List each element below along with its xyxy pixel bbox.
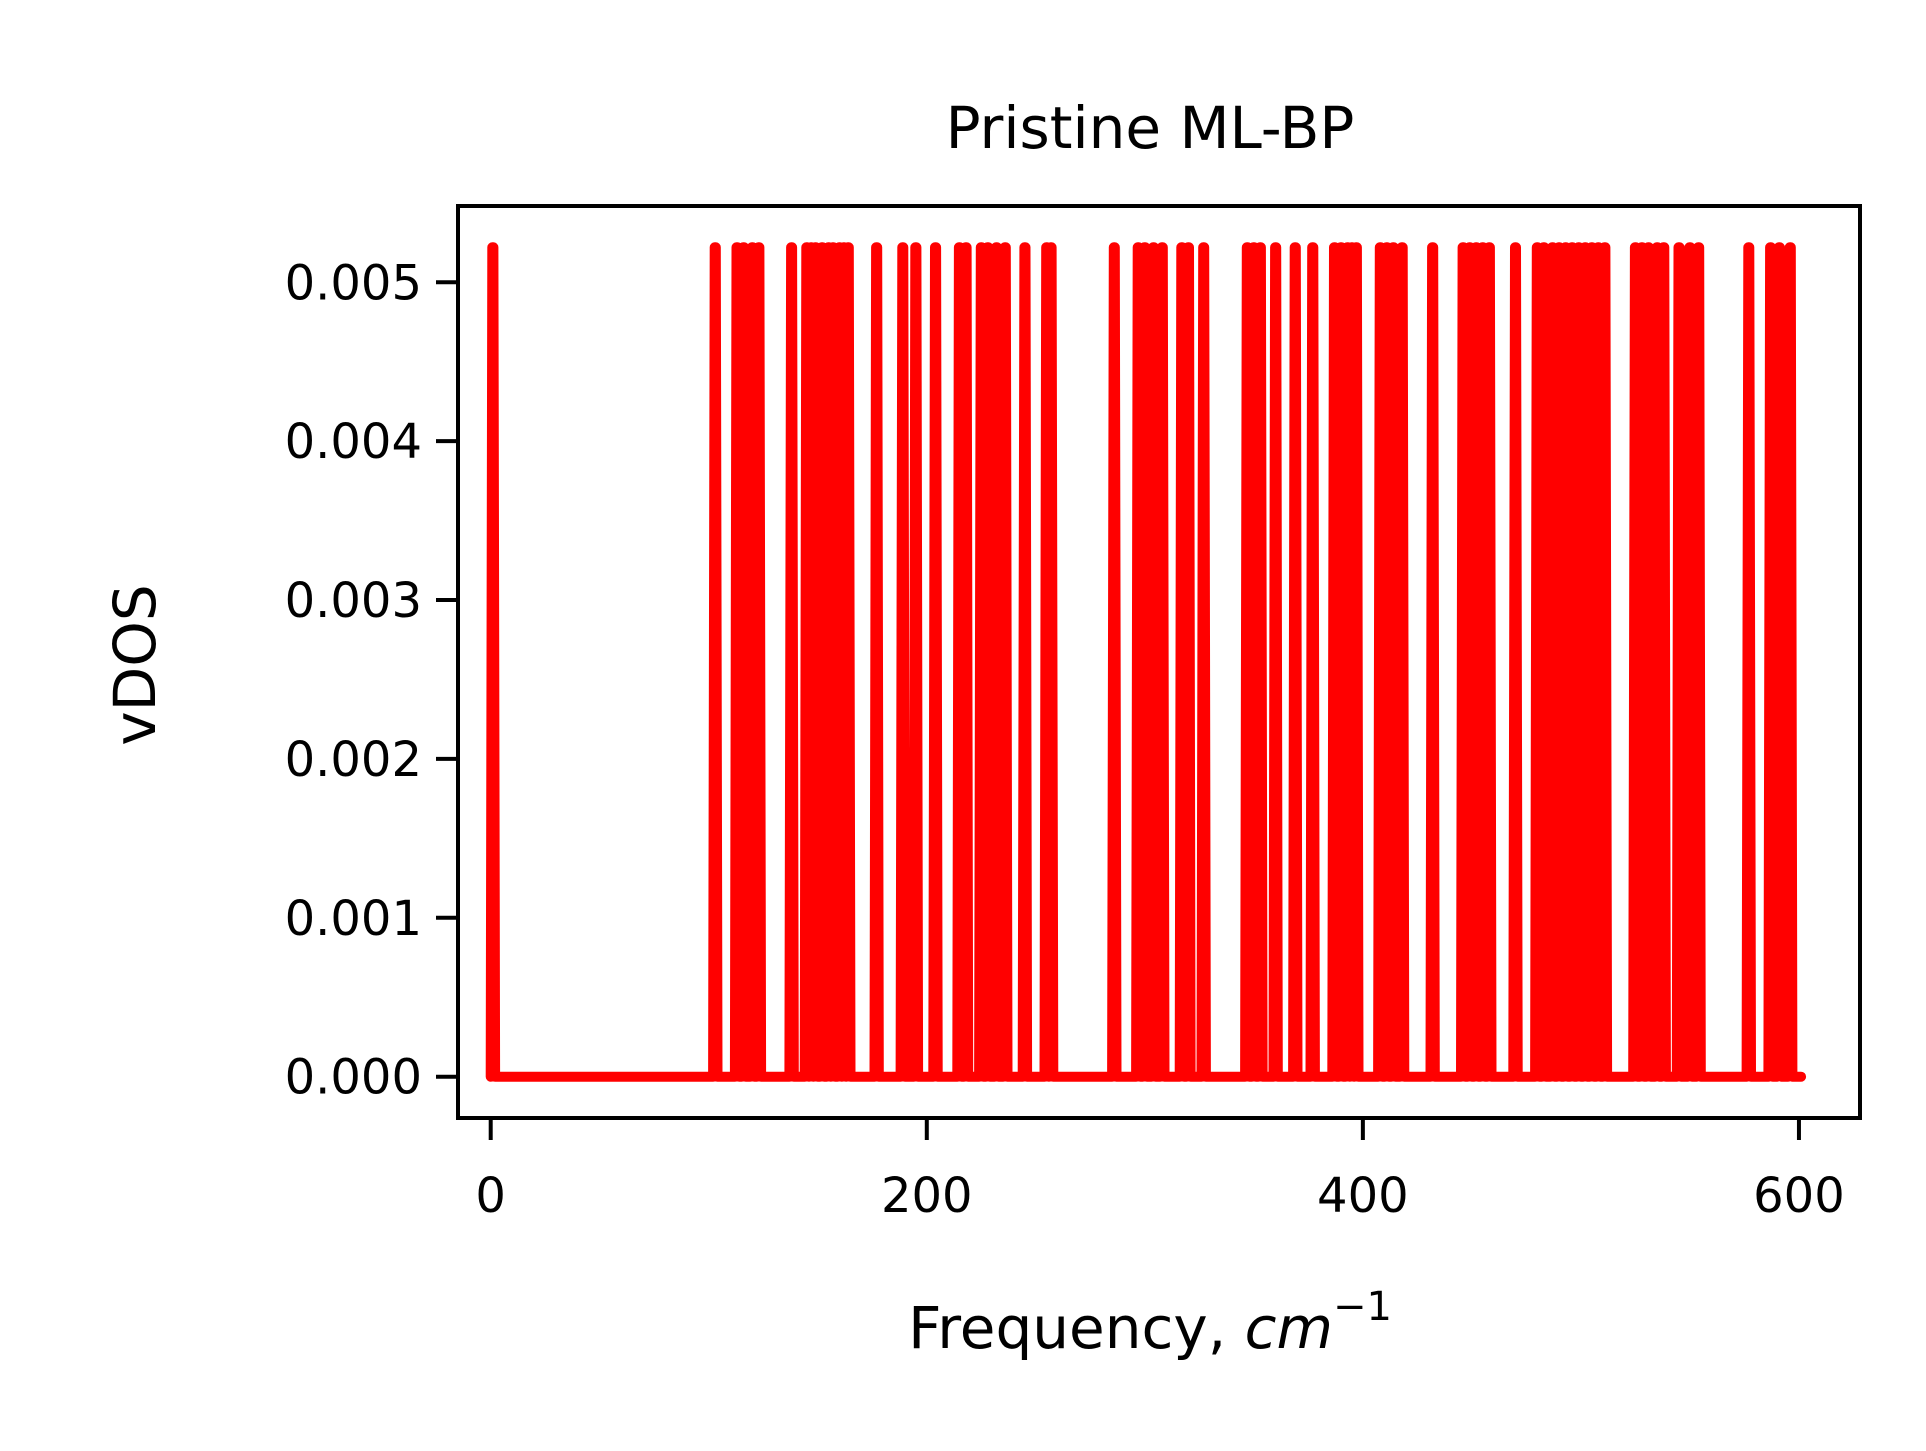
y-tick-label: 0.001: [285, 891, 422, 947]
x-tick-label: 600: [1753, 1168, 1845, 1224]
x-tick-label: 400: [1317, 1168, 1409, 1224]
series-line-0: [485, 242, 1807, 1082]
y-tick-label: 0.004: [285, 414, 422, 470]
series-line-layer: [485, 242, 1807, 1082]
y-axis: 0.000 0.001 0.002 0.003 0.004 0.005: [285, 255, 458, 1106]
x-tick-label: 0: [475, 1168, 506, 1224]
x-axis-label-exponent: −1: [1333, 1284, 1392, 1330]
x-tick-label: 200: [881, 1168, 973, 1224]
x-axis-label: Frequency, cm−1: [908, 1284, 1392, 1362]
y-tick-label: 0.002: [285, 732, 422, 788]
chart-title: Pristine ML-BP: [946, 94, 1355, 162]
y-tick-label: 0.000: [285, 1050, 422, 1106]
plot-frame: [456, 204, 1862, 1120]
x-axis: 0 200 400 600: [475, 1118, 1845, 1224]
x-axis-label-unit: cm: [1245, 1294, 1333, 1362]
x-axis-label-text: Frequency,: [908, 1294, 1245, 1362]
y-axis-label: vDOS: [101, 584, 169, 745]
y-tick-label: 0.003: [285, 573, 422, 629]
y-tick-label: 0.005: [285, 255, 422, 311]
